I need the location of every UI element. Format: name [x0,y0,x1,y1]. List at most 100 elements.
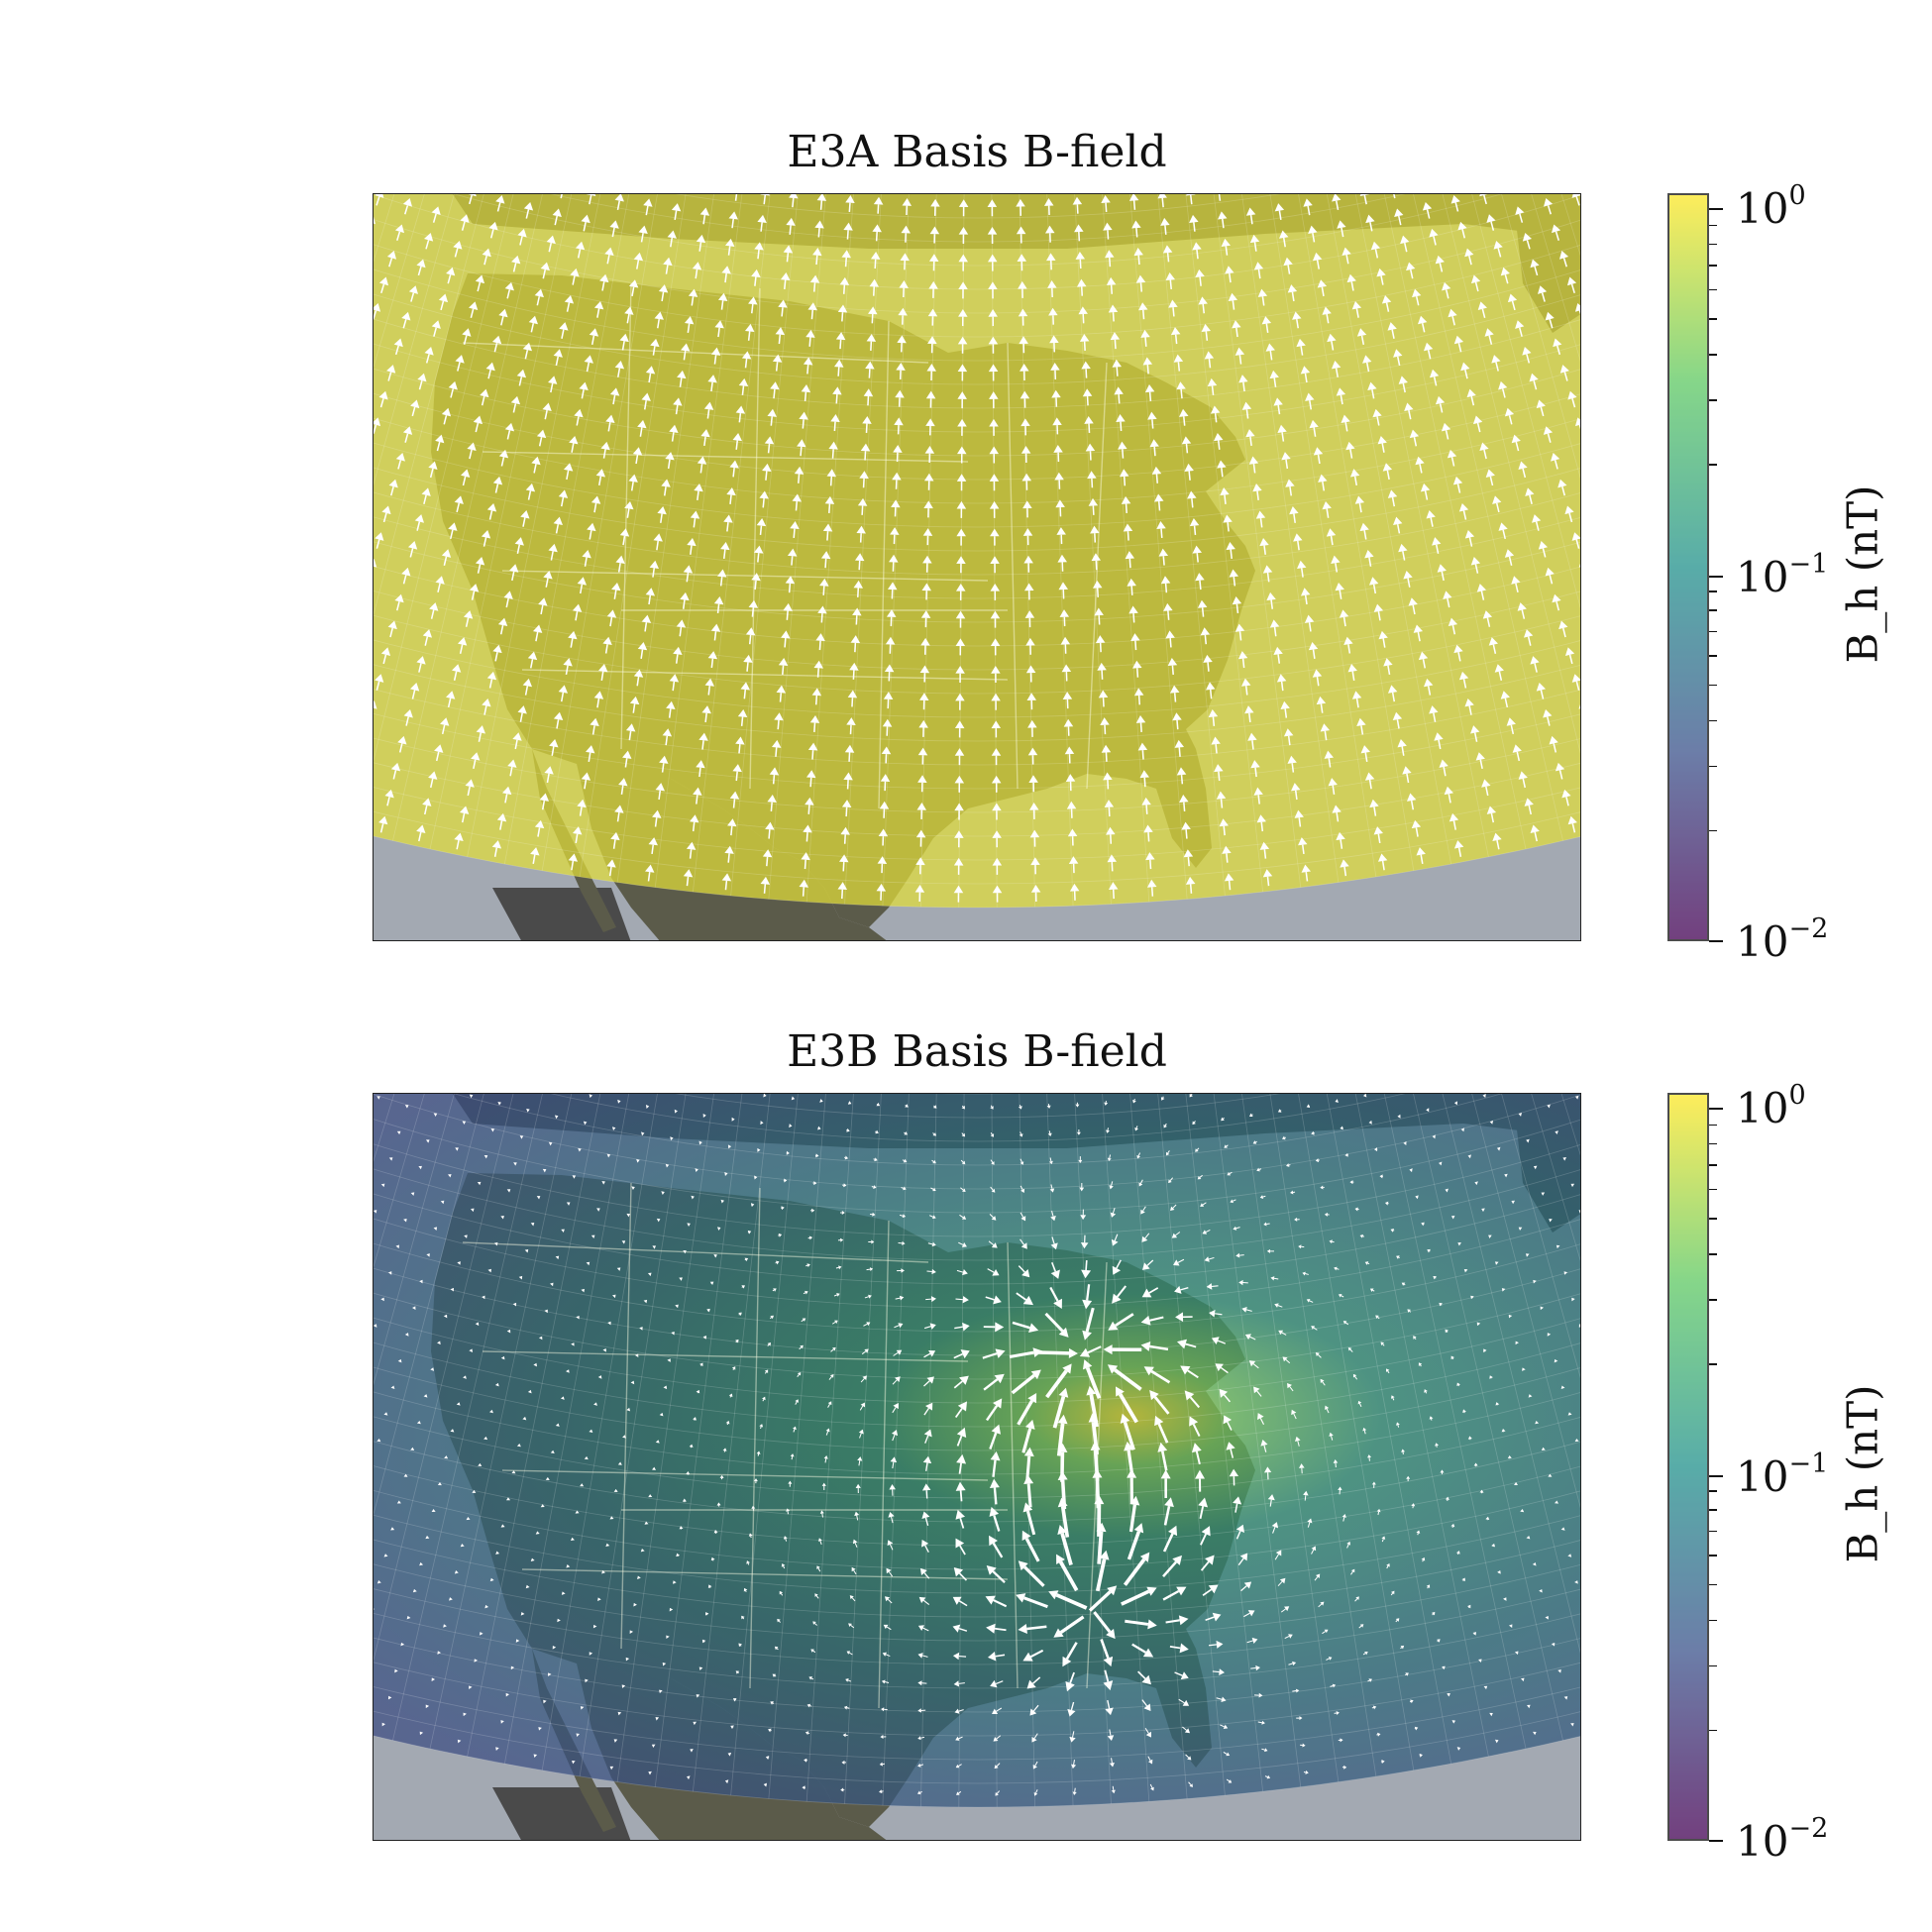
field-arrow [989,1506,1001,1532]
field-arrow [1204,1256,1215,1262]
field-arrow [1558,620,1568,638]
field-arrow [598,664,608,681]
field-arrow [952,1624,968,1633]
field-arrow [735,1670,740,1674]
field-arrow [801,852,810,870]
field-arrow [1445,1329,1449,1334]
field-arrow [763,1094,767,1098]
field-arrow [1435,395,1446,413]
field-arrow [1033,1789,1038,1796]
field-arrow [952,1652,967,1661]
field-arrow [992,803,1002,820]
field-arrow [1300,1743,1306,1748]
field-arrow [460,214,470,231]
field-arrow [485,362,495,379]
field-arrow [1121,495,1131,513]
field-arrow [1435,255,1445,272]
field-arrow [1081,361,1091,378]
colorbar-minor-tick [1709,1164,1717,1166]
field-arrow [490,1128,495,1132]
field-arrow [956,556,966,574]
field-arrow [763,1782,767,1787]
field-arrow [1423,678,1434,696]
field-arrow [641,1131,645,1136]
field-arrow [1504,407,1515,425]
map-e3b [374,1094,1580,1840]
field-arrow [1012,1321,1039,1333]
field-arrow [1163,1497,1174,1526]
field-arrow [443,1314,448,1319]
field-arrow [987,199,998,217]
field-arrow [383,1554,388,1557]
field-arrow [614,194,624,211]
field-arrow [486,671,497,689]
field-arrow [954,1322,970,1332]
field-arrow [1181,821,1191,839]
field-arrow [517,228,527,246]
field-arrow [1056,1554,1079,1592]
field-arrow [1103,772,1113,790]
field-arrow [459,805,470,823]
field-arrow [1322,306,1332,324]
field-arrow [1107,1154,1112,1162]
field-arrow [955,1538,966,1556]
field-arrow [988,1240,998,1248]
field-arrow [649,560,659,578]
field-arrow [1478,1659,1482,1663]
field-arrow [819,1098,823,1103]
field-arrow [1386,1368,1390,1374]
field-arrow [1368,1120,1372,1125]
field-arrow [1022,1649,1044,1662]
field-arrow [483,1155,488,1159]
field-arrow [710,623,721,641]
field-arrow [566,1202,571,1206]
field-arrow [510,1665,515,1670]
field-arrow [1207,377,1218,395]
field-arrow [1106,276,1117,294]
field-arrow [955,583,966,600]
field-arrow [1445,1188,1449,1193]
field-arrow [1107,1364,1142,1391]
field-arrow [1486,805,1497,823]
field-arrow [611,583,621,599]
field-arrow [918,719,928,737]
field-arrow [460,1543,465,1548]
field-arrow [1526,1535,1531,1540]
field-arrow [403,1473,408,1477]
field-arrow [1278,1330,1287,1336]
field-arrow [813,660,823,678]
field-arrow [1439,1161,1443,1166]
field-arrow [1066,801,1077,818]
field-arrow [987,226,998,244]
field-arrow [1429,228,1439,246]
field-arrow [1394,208,1404,226]
field-arrow [457,1261,461,1265]
field-arrow [1048,307,1058,325]
field-arrow [1380,1342,1385,1346]
field-arrow [955,1736,963,1741]
field-arrow [1383,658,1393,676]
field-arrow [441,549,452,567]
field-arrow [1318,474,1328,491]
field-arrow [1406,1475,1411,1482]
field-arrow [1492,495,1502,513]
field-arrow [1549,1219,1553,1223]
field-arrow [900,253,910,270]
field-arrow [428,461,438,479]
field-arrow [1475,752,1485,770]
field-arrow [1049,1286,1062,1309]
field-arrow [1416,847,1426,864]
field-arrow [692,262,702,279]
field-arrow [1517,602,1527,619]
field-arrow [713,1530,718,1535]
field-arrow [569,436,579,453]
colorbar-label: B_h (nT) [1838,1384,1887,1563]
field-arrow [1551,1643,1556,1647]
field-arrow [1248,1360,1259,1369]
field-arrow [1174,739,1185,757]
field-arrow [1185,876,1196,894]
field-arrow [819,578,829,595]
colorbar-minor-tick [1709,1555,1717,1556]
field-arrow [831,1320,838,1325]
field-arrow [554,1115,559,1120]
